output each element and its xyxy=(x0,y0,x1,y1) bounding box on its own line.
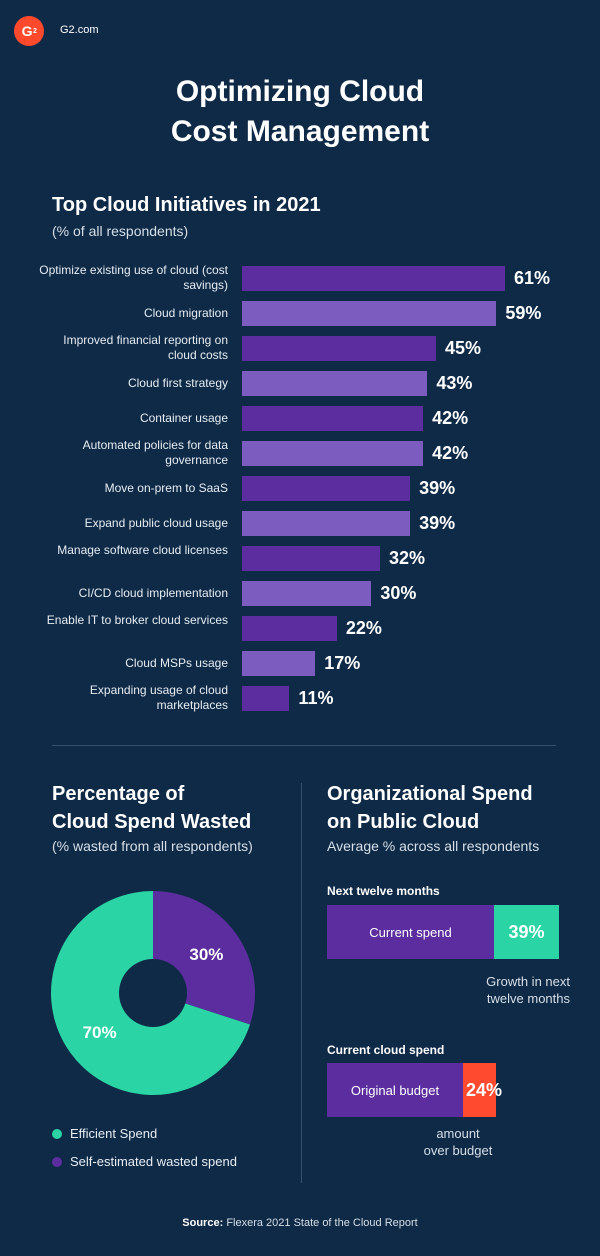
current-spend-segment: Current spend xyxy=(327,905,494,959)
current-cloud-spend-heading: Current cloud spend xyxy=(327,1043,445,1057)
section-divider xyxy=(52,745,556,746)
bar-value-label: 39% xyxy=(419,478,456,498)
over-budget-segment xyxy=(463,1063,496,1117)
bar-label: Expanding usage of cloud marketplaces xyxy=(89,683,228,712)
slice-value-label: 30% xyxy=(189,945,223,964)
slice-value-label: 70% xyxy=(83,1023,117,1042)
over-budget-note: amount over budget xyxy=(423,1126,493,1158)
bar xyxy=(242,336,437,361)
bar-value-label: 30% xyxy=(380,583,417,603)
original-budget-segment: Original budget xyxy=(327,1063,463,1117)
bar-label: Move on-prem to SaaS xyxy=(104,481,228,495)
legend-item-efficient: Efficient Spend xyxy=(52,1126,157,1141)
bar-label: Enable IT to broker cloud services xyxy=(46,613,228,627)
column-divider xyxy=(301,783,302,1183)
bar xyxy=(242,686,290,711)
bar-value-label: 59% xyxy=(505,303,542,323)
bar-label: Manage software cloud licenses xyxy=(57,543,228,557)
bar xyxy=(242,581,372,606)
bar xyxy=(242,301,497,326)
bar xyxy=(242,441,424,466)
bar-label: Improved financial reporting on cloud co… xyxy=(63,333,228,362)
bar-chart-title: Top Cloud Initiatives in 2021 xyxy=(52,194,321,216)
bar xyxy=(242,616,337,641)
bar-value-label: 17% xyxy=(324,653,361,673)
source-label: Source: xyxy=(182,1217,224,1229)
bar-label: CI/CD cloud implementation xyxy=(78,586,228,600)
bar-label: Automated policies for data governance xyxy=(82,438,228,467)
bar xyxy=(242,406,424,431)
bar-value-label: 42% xyxy=(432,443,469,463)
legend-item-wasted: Self-estimated wasted spend xyxy=(52,1154,237,1169)
legend-swatch-wasted xyxy=(52,1156,62,1167)
source-text: Flexera 2021 State of the Cloud Report xyxy=(226,1217,418,1229)
next-twelve-months-heading: Next twelve months xyxy=(327,884,440,898)
source-credit: Source: Flexera 2021 State of the Cloud … xyxy=(0,1217,600,1229)
bar-label: Container usage xyxy=(139,411,228,425)
bar-value-label: 39% xyxy=(419,513,456,533)
bar-value-label: 22% xyxy=(345,618,382,638)
donut-chart-subtitle: (% wasted from all respondents) xyxy=(52,838,253,854)
spend-chart-title: Organizational Spend on Public Cloud xyxy=(327,783,533,833)
bar-value-label: 42% xyxy=(432,408,469,428)
bar xyxy=(242,371,428,396)
bar-label: Expand public cloud usage xyxy=(84,516,228,530)
page-title: Optimizing Cloud Cost Management xyxy=(170,75,430,148)
growth-note: Growth in next twelve months xyxy=(486,974,570,1006)
bar-value-label: 32% xyxy=(388,548,425,568)
bar xyxy=(242,546,380,571)
current-cloud-spend-bar: Original budget xyxy=(327,1063,496,1117)
bar-label: Cloud MSPs usage xyxy=(125,656,228,670)
bar-value-label: 11% xyxy=(298,688,334,708)
initiatives-bar-chart: Optimize existing use of cloud (cost sav… xyxy=(39,263,551,712)
legend-label-wasted: Self-estimated wasted spend xyxy=(70,1154,237,1169)
over-budget-value: 24% xyxy=(466,1080,503,1100)
bar-value-label: 43% xyxy=(436,373,473,393)
bar xyxy=(242,266,505,291)
growth-segment: 39% xyxy=(494,905,559,959)
legend-label-efficient: Efficient Spend xyxy=(70,1126,158,1141)
bar-value-label: 61% xyxy=(514,268,551,288)
next-twelve-months-bar: Current spend 39% xyxy=(327,905,559,959)
spend-chart-subtitle: Average % across all respondents xyxy=(327,838,540,854)
bar xyxy=(242,651,316,676)
bar-label: Optimize existing use of cloud (cost sav… xyxy=(39,263,228,292)
bar-value-label: 45% xyxy=(445,338,482,358)
bar-label: Cloud migration xyxy=(143,306,228,320)
site-name: G2.com xyxy=(60,24,99,36)
bar-chart-subtitle: (% of all respondents) xyxy=(52,223,189,239)
donut-chart-title: Percentage of Cloud Spend Wasted xyxy=(52,783,252,833)
donut-hole xyxy=(119,959,187,1027)
legend-swatch-efficient xyxy=(52,1128,62,1139)
bar xyxy=(242,476,411,501)
spend-wasted-donut-chart: 30% 70% xyxy=(51,891,256,1095)
bar xyxy=(242,511,411,536)
bar-label: Cloud first strategy xyxy=(127,376,228,390)
